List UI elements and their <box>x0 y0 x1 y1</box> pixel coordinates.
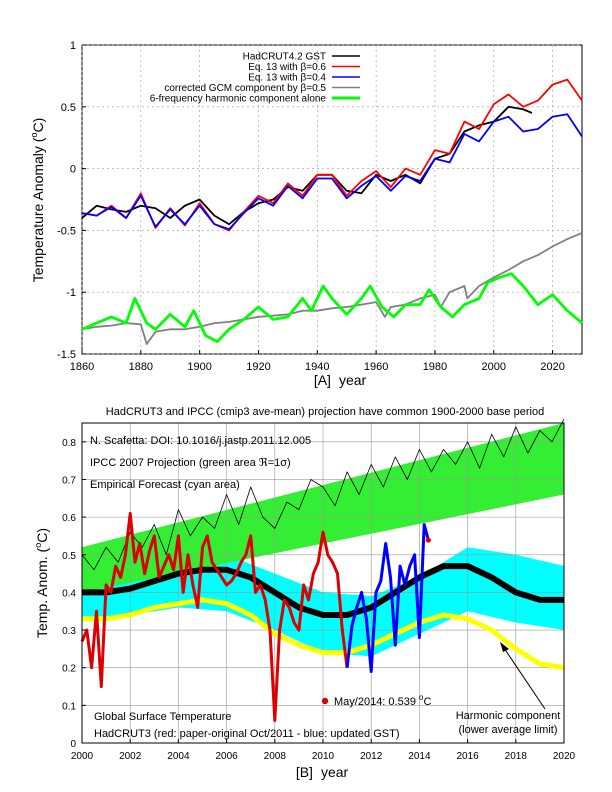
series-line-1 <box>82 597 565 671</box>
annotation-harmonic: Harmonic component <box>456 710 561 722</box>
x-tick-label: 2006 <box>215 751 238 762</box>
x-tick-label: 2000 <box>482 361 506 373</box>
panel-a-series <box>81 78 583 346</box>
x-tick-label: 1960 <box>364 361 388 373</box>
y-tick-label: 0.8 <box>62 438 76 449</box>
x-tick-label: 2002 <box>119 751 142 762</box>
harmonic-arrow <box>501 644 546 710</box>
panel-a-xlabel: [A] year <box>314 372 367 388</box>
y-tick-label: -1.5 <box>57 349 76 361</box>
x-tick-label: 2010 <box>312 751 335 762</box>
x-tick-label: 1940 <box>305 361 329 373</box>
panel-b-series <box>80 419 565 722</box>
y-tick-label: 1 <box>70 40 76 52</box>
y-tick-label: 0.4 <box>62 588 76 599</box>
series-line-4 <box>81 272 583 344</box>
annotation-harmonic-limit: (lower average limit) <box>458 724 557 736</box>
legend-label: Eq. 13 with β=0.6 <box>248 62 326 73</box>
y-tick-label: 0.6 <box>62 513 76 524</box>
series-line-2 <box>81 113 583 231</box>
x-tick-label: 1980 <box>423 361 447 373</box>
annotation-doi: N. Scafetta: DOI: 10.1016/j.jastp.2011.1… <box>90 435 311 447</box>
series-line-2 <box>81 419 565 571</box>
y-tick-label: 0.2 <box>62 664 76 675</box>
panel-b-xlabel-text: year <box>321 764 349 780</box>
legend-label: corrected GCM component by β=0.5 <box>164 83 326 94</box>
panel-b-xlabel: [B] year <box>296 764 349 780</box>
y-tick-label: 0.5 <box>62 551 76 562</box>
x-tick-label: 2018 <box>505 751 528 762</box>
panel-a-ylabel: Temperature Anomaly (oC) <box>29 118 46 283</box>
y-tick-label: -1 <box>66 287 76 299</box>
series-line-3 <box>81 232 583 346</box>
panel-a-chart: 1860 1880 1900 1920 1940 1960 1980 2000 2020 -1.5… <box>29 40 583 388</box>
annotation-ipcc: IPCC 2007 Projection (green area ℜ=1σ) <box>90 457 291 469</box>
may-2014-legend-marker <box>321 697 329 705</box>
x-tick-label: 1880 <box>129 361 153 373</box>
x-tick-label: 1920 <box>246 361 270 373</box>
y-tick-label: 0.1 <box>62 701 76 712</box>
annotation-hadcrut3: HadCRUT3 (red: paper-original Oct/2011 -… <box>94 728 400 740</box>
y-tick-label: 0.7 <box>62 475 76 486</box>
x-tick-label: 2014 <box>408 751 431 762</box>
x-tick-label: 2008 <box>264 751 287 762</box>
legend-label: 6-frequency harmonic component alone <box>150 94 327 105</box>
panel-b-label: [B] <box>296 764 313 780</box>
panel-b-title: HadCRUT3 and IPCC (cmip3 ave-mean) proje… <box>106 406 544 418</box>
panel-b-ticks: 2000 2002 2004 2006 2008 2010 2012 2014 2016 2018… <box>62 438 575 762</box>
panel-a-ticks: 1860 1880 1900 1920 1940 1960 1980 2000 2020 -1.5… <box>57 40 565 373</box>
y-tick-label: 0.3 <box>62 626 76 637</box>
panel-b-chart: HadCRUT3 and IPCC (cmip3 ave-mean) proje… <box>33 406 576 780</box>
x-tick-label: 1900 <box>187 361 211 373</box>
y-tick-label: -0.5 <box>57 225 76 237</box>
series-line-3 <box>80 511 349 722</box>
may-2014-label: May/2014: 0.539 oC <box>334 693 431 708</box>
may-2014-point <box>425 537 431 543</box>
y-tick-label: 0 <box>70 739 76 750</box>
y-tick-label: 0 <box>70 164 76 176</box>
legend-label: Eq. 13 with β=0.4 <box>248 73 326 84</box>
panel-b-ylabel: Temp. Anom. (oC) <box>33 528 50 638</box>
x-tick-label: 2016 <box>456 751 479 762</box>
panel-a-grid <box>81 44 582 355</box>
x-tick-label: 2000 <box>71 751 94 762</box>
x-tick-label: 2020 <box>540 361 564 373</box>
panel-a-xlabel-text: year <box>339 372 367 388</box>
y-tick-label: 0.5 <box>61 102 76 114</box>
annotation-gst: Global Surface Temperature <box>94 711 231 723</box>
x-tick-label: 1860 <box>70 361 94 373</box>
x-tick-label: 2020 <box>553 751 576 762</box>
x-tick-label: 2012 <box>360 751 383 762</box>
legend-label: HadCRUT4.2 GST <box>243 52 326 63</box>
series-line-0 <box>81 105 533 226</box>
harmonic-arrowhead <box>500 642 509 652</box>
x-tick-label: 2004 <box>167 751 190 762</box>
panel-a-label: [A] <box>314 372 331 388</box>
series-line-4 <box>345 523 430 673</box>
annotation-empirical: Empirical Forecast (cyan area) <box>90 479 240 491</box>
series-line-0 <box>82 563 564 618</box>
